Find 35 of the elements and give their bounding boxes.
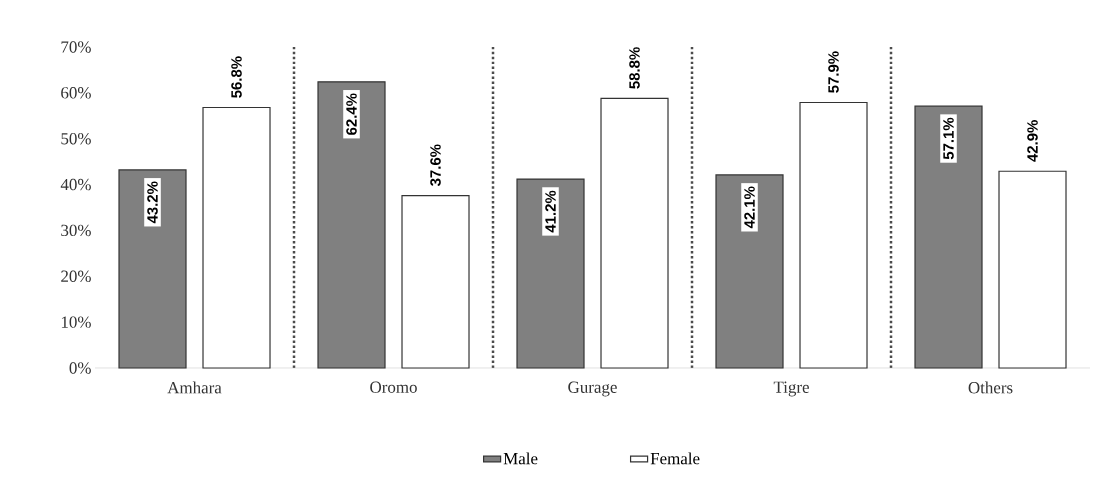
x-tick-label: Amhara (167, 381, 222, 394)
x-tick-label: Tigre (773, 381, 809, 397)
y-tick-label: 30% (61, 224, 91, 237)
y-tick-label: 20% (61, 270, 91, 283)
legend-label: Male (503, 452, 538, 465)
bar (799, 101, 868, 369)
y-tick-label: 70% (61, 41, 91, 53)
y-tick-label: 50% (61, 132, 91, 145)
x-tick-label: Oromo (370, 381, 417, 393)
bar (317, 81, 386, 369)
bar (998, 170, 1067, 369)
data-label: 56.8% (231, 56, 242, 98)
bar (202, 106, 271, 369)
bar (600, 97, 669, 369)
data-label: 62.4% (346, 93, 357, 135)
data-label: 41.2% (545, 190, 556, 233)
y-tick-label: 10% (61, 316, 91, 328)
x-tick-label: Gurage (568, 381, 617, 397)
bar (401, 194, 470, 369)
bar (715, 174, 784, 369)
y-tick-label: 40% (60, 178, 91, 191)
data-label: 42.1% (744, 186, 755, 229)
bar (914, 105, 983, 369)
bar (118, 169, 187, 369)
y-tick-label: 0% (69, 362, 91, 374)
y-tick-label: 60% (61, 87, 91, 99)
data-label: 42.9% (1027, 120, 1038, 162)
bar (516, 178, 585, 369)
data-label: 37.6% (430, 144, 441, 187)
data-label: 57.9% (828, 51, 839, 93)
data-label: 57.1% (943, 117, 954, 160)
legend-label: Female (650, 452, 700, 465)
data-label: 58.8% (629, 47, 640, 89)
data-label: 43.2% (147, 181, 158, 224)
x-tick-label: Others (968, 381, 1013, 394)
